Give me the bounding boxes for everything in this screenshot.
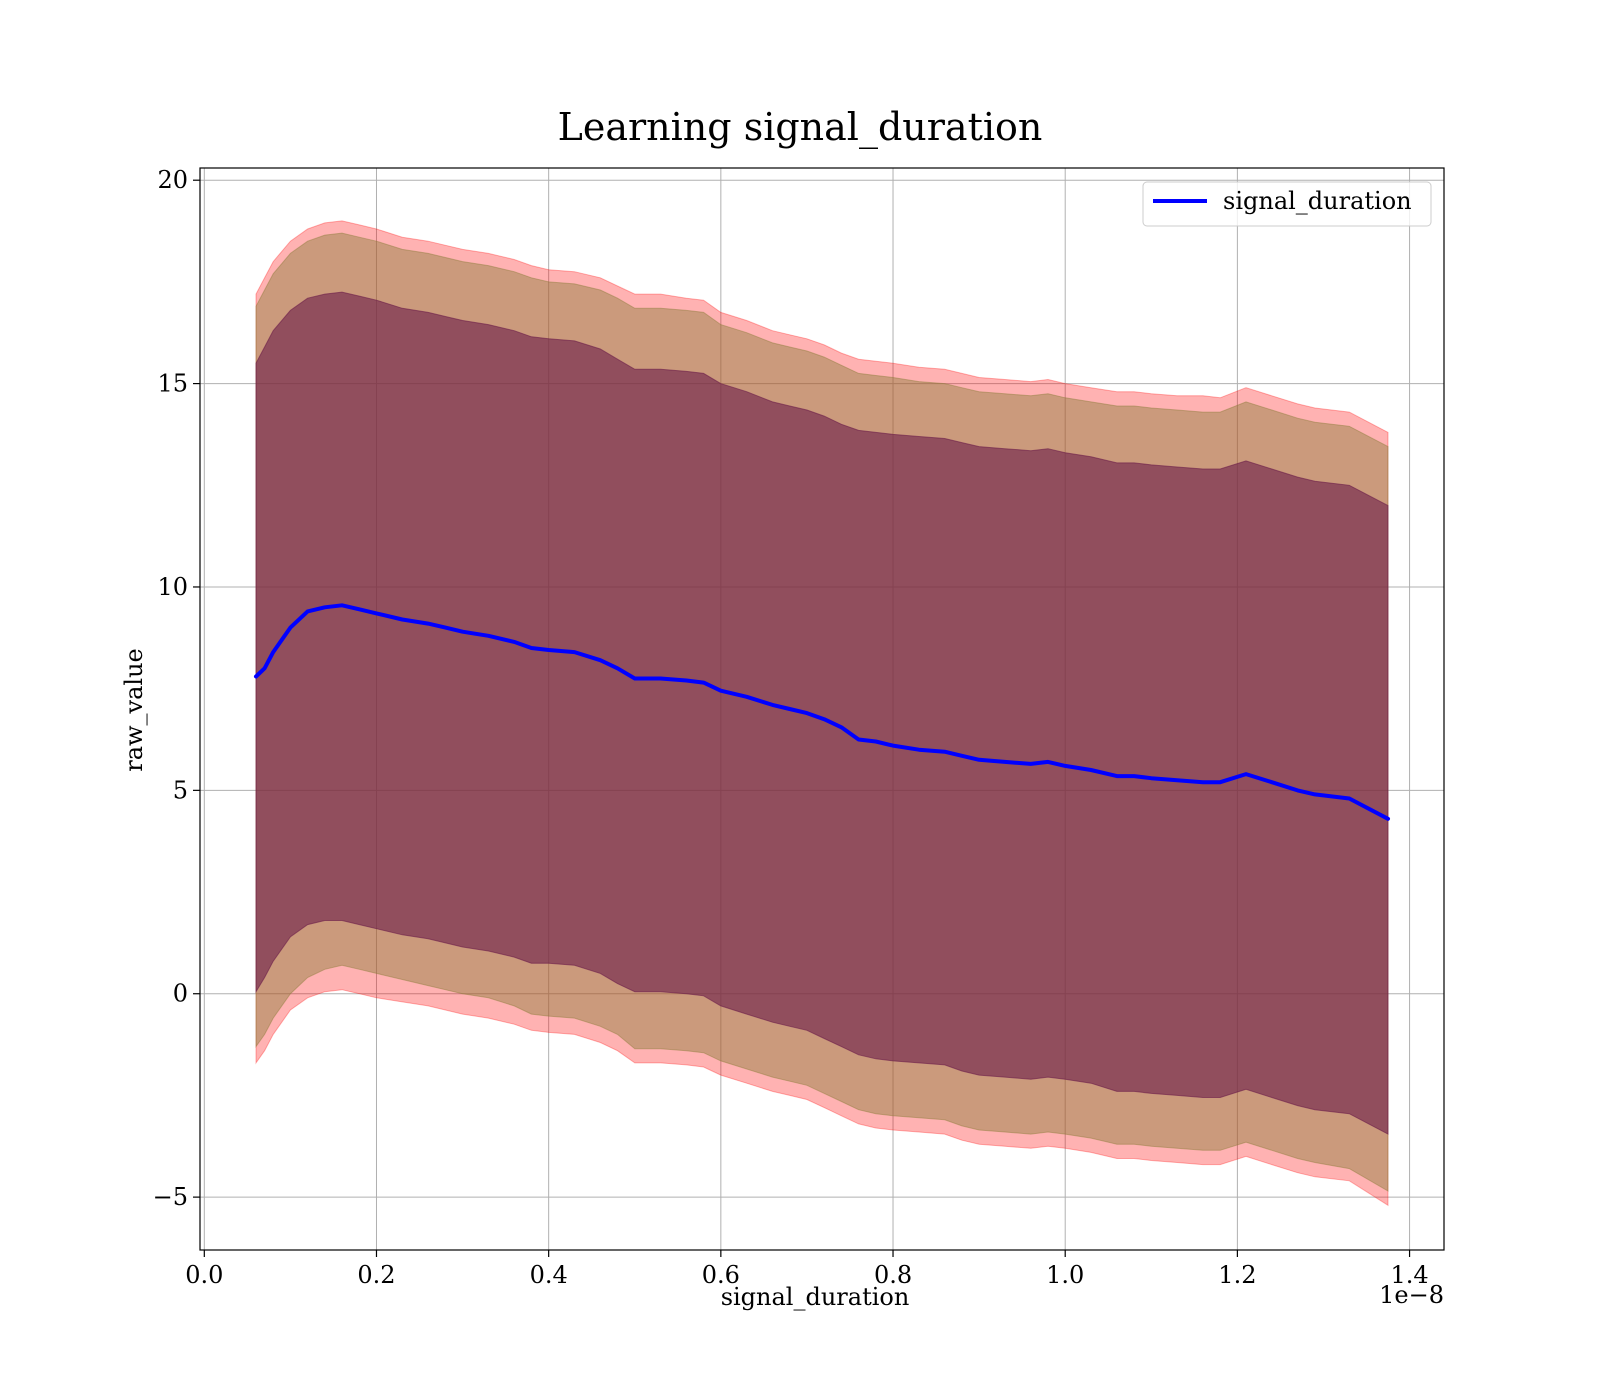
legend-label: signal_duration bbox=[1223, 187, 1412, 215]
axis-ticks: 0.0 0.2 0.4 0.6 0.8 1.0 1.2 1.4 −5 0 5 10 15 20 bbox=[153, 166, 1429, 1289]
y-axis-label: raw_value bbox=[120, 648, 148, 772]
x-tick-label: 0.4 bbox=[530, 1261, 568, 1289]
plot-area-frame bbox=[199, 167, 1445, 1251]
legend: signal_duration bbox=[1142, 181, 1432, 227]
y-tick-label: 20 bbox=[157, 166, 188, 194]
y-tick-label: 10 bbox=[157, 573, 188, 601]
x-tick-label: 0.2 bbox=[357, 1261, 395, 1289]
x-tick-label: 1.2 bbox=[1218, 1261, 1256, 1289]
x-tick-label: 0.8 bbox=[874, 1261, 912, 1289]
confidence-bands bbox=[255, 220, 1389, 1207]
x-tick-label: 1.0 bbox=[1046, 1261, 1084, 1289]
x-tick-label: 0.0 bbox=[185, 1261, 223, 1289]
x-axis-label: signal_duration bbox=[721, 1283, 910, 1311]
series-lines bbox=[254, 603, 1390, 821]
legend-frame bbox=[1142, 181, 1432, 227]
y-tick-label: 0 bbox=[173, 980, 188, 1008]
x-axis-offset-label: 1e−8 bbox=[1379, 1281, 1444, 1309]
series-line bbox=[254, 603, 1390, 821]
y-tick-label: −5 bbox=[153, 1183, 188, 1211]
y-tick-label: 15 bbox=[157, 370, 188, 398]
x-tick-label: 0.6 bbox=[702, 1261, 740, 1289]
x-tick-label: 1.4 bbox=[1390, 1261, 1428, 1289]
band-1-sigma bbox=[255, 291, 1389, 1135]
y-tick-label: 5 bbox=[173, 776, 188, 804]
chart-title: Learning signal_duration bbox=[558, 105, 1043, 150]
